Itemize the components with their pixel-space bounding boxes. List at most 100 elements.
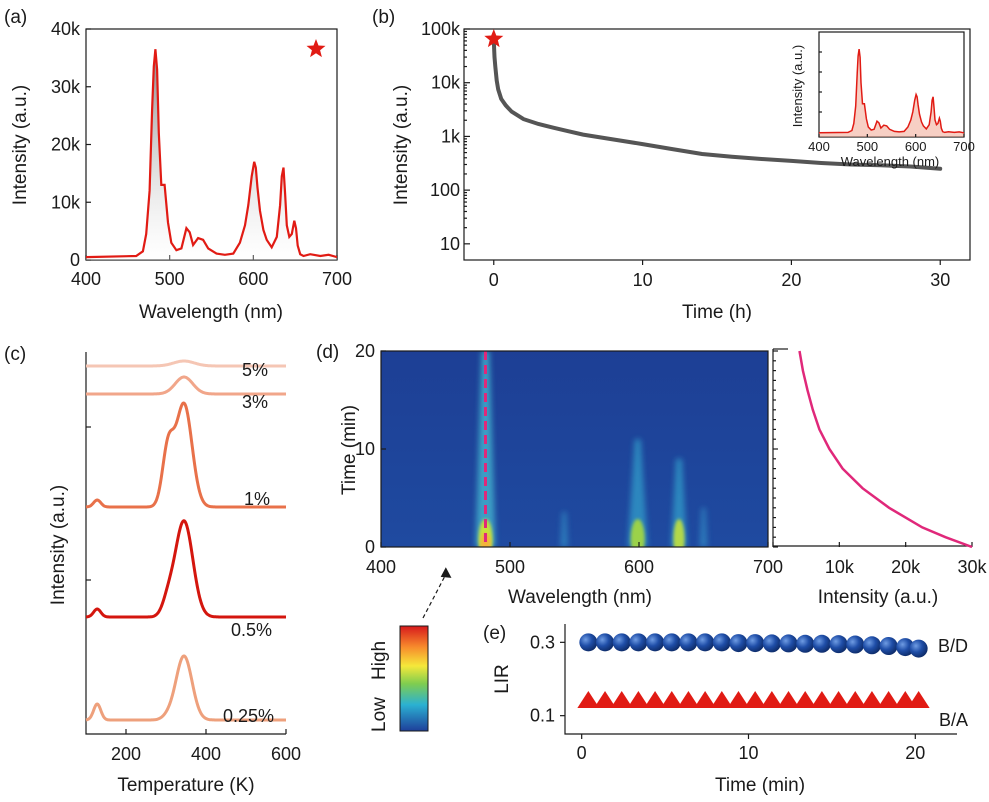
panel-e-xlabel: Time (min) bbox=[715, 775, 805, 796]
panel-a-ytick-label: 20k bbox=[51, 135, 81, 155]
series-label-0-5pct: 0.5% bbox=[231, 620, 272, 640]
panel-a-ytick-label: 40k bbox=[51, 19, 81, 39]
b-d-point bbox=[846, 635, 865, 654]
panel-c-axes bbox=[85, 352, 286, 735]
colorbar-pointer-line bbox=[422, 573, 447, 619]
b-a-point bbox=[644, 691, 667, 708]
panel-c-xlabel: Temperature (K) bbox=[117, 775, 254, 796]
b-d-point bbox=[829, 635, 848, 654]
b-d-point bbox=[679, 633, 698, 652]
b-d-point bbox=[646, 633, 665, 652]
series-label-0-25pct: 0.25% bbox=[223, 706, 274, 726]
side-plot-xtick-label: 20k bbox=[891, 557, 921, 577]
panel-a-star-marker bbox=[306, 39, 326, 58]
panel-b-xtick-label: 0 bbox=[489, 270, 499, 290]
colorbar-high-label: High bbox=[369, 641, 390, 680]
b-a-point bbox=[627, 691, 650, 708]
panel-b-ytick-label: 100 bbox=[430, 180, 460, 200]
panel-b-star-marker bbox=[484, 29, 504, 48]
panel-d-ytick-label: 10 bbox=[355, 439, 375, 459]
tl-curve-0-25pct bbox=[85, 654, 287, 722]
panel-e-points bbox=[577, 633, 930, 708]
side-plot-xtick-label: 10k bbox=[825, 557, 855, 577]
panel-e: (e) 0 10 20 0.1 0.3 B/D B/A Time (min) LIR bbox=[483, 623, 968, 796]
series-label-1pct: 1% bbox=[244, 489, 270, 509]
b-d-point bbox=[779, 634, 798, 653]
panel-e-ylabel: LIR bbox=[492, 664, 513, 694]
panel-c-xtick-label: 200 bbox=[111, 744, 141, 764]
inset-xlabel: Wavelength (nm) bbox=[841, 154, 940, 169]
panel-a-ylabel: Intensity (a.u.) bbox=[10, 85, 31, 205]
panel-a-ytick-label: 10k bbox=[51, 192, 81, 212]
panel-c-label: (c) bbox=[4, 344, 26, 365]
panel-a-ytick-label: 0 bbox=[70, 250, 80, 270]
b-a-point bbox=[694, 691, 717, 708]
panel-a-xlabel: Wavelength (nm) bbox=[139, 302, 283, 323]
series-label-5pct: 5% bbox=[242, 360, 268, 380]
b-d-point bbox=[862, 636, 881, 655]
panel-d-label: (d) bbox=[316, 342, 339, 363]
b-a-point bbox=[844, 691, 867, 708]
panel-e-xtick-label: 0 bbox=[577, 743, 587, 763]
panel-b-ytick-label: 1k bbox=[441, 126, 461, 146]
inset-ylabel: Intensity (a.u.) bbox=[790, 45, 805, 127]
inset-spectrum-line bbox=[818, 48, 965, 134]
panel-e-axes bbox=[564, 624, 957, 735]
tl-curve-1pct bbox=[85, 401, 287, 509]
heatmap-peak-542 bbox=[560, 511, 569, 547]
inset-xtick-label: 500 bbox=[856, 139, 878, 154]
b-d-point bbox=[909, 639, 928, 658]
panel-d-xlabel: Wavelength (nm) bbox=[508, 587, 652, 608]
b-d-point bbox=[879, 637, 898, 655]
heatmap bbox=[381, 351, 768, 547]
panel-b-inset: 400 500 600 700 Wavelength (nm) Intensity (… bbox=[790, 31, 975, 169]
panel-b-frame bbox=[463, 28, 971, 261]
panel-b-decay-curve bbox=[491, 38, 943, 171]
b-a-point bbox=[677, 691, 700, 708]
heatmap-peak-631 bbox=[670, 458, 687, 547]
b-d-point bbox=[762, 634, 781, 653]
side-plot-xlabel: Intensity (a.u.) bbox=[818, 587, 938, 608]
panel-b: (b) 0 10 20 30 10 100 1k 10k 100k 400 500 600 700 W… bbox=[372, 7, 975, 323]
b-d-point bbox=[729, 634, 748, 653]
panel-e-ytick-label: 0.3 bbox=[530, 632, 555, 652]
b-d-point bbox=[629, 633, 648, 652]
panel-a-ytick-label: 30k bbox=[51, 77, 81, 97]
inset-frame bbox=[818, 31, 965, 138]
panel-e-label: (e) bbox=[483, 623, 506, 644]
inset-xtick-label: 600 bbox=[905, 139, 927, 154]
inset-xtick-label: 400 bbox=[808, 139, 830, 154]
panel-a-xtick-label: 400 bbox=[71, 269, 101, 289]
heatmap-peak-core-631 bbox=[673, 519, 685, 547]
panel-d-ylabel: Time (min) bbox=[339, 405, 360, 495]
b-a-point bbox=[794, 691, 817, 708]
colorbar bbox=[399, 625, 429, 732]
panel-a-xtick-label: 500 bbox=[155, 269, 185, 289]
panel-b-xtick-label: 20 bbox=[781, 270, 801, 290]
side-plot-curve bbox=[798, 350, 973, 549]
panel-c: (c) 200 400 600 5% 3% 1% 0.5% 0.25% Temper… bbox=[4, 344, 301, 796]
b-d-point bbox=[596, 633, 615, 652]
b-a-point bbox=[577, 691, 600, 708]
b-a-point bbox=[660, 691, 683, 708]
series-label-3pct: 3% bbox=[242, 392, 268, 412]
b-d-point bbox=[712, 633, 731, 652]
b-a-point bbox=[877, 691, 900, 708]
panel-b-ytick-label: 10k bbox=[431, 73, 461, 93]
panel-a-label: (a) bbox=[4, 7, 27, 28]
b-a-point bbox=[727, 691, 750, 708]
panel-c-ylabel: Intensity (a.u.) bbox=[48, 485, 69, 605]
panel-d-xtick-label: 700 bbox=[753, 557, 783, 577]
panel-e-xtick-label: 10 bbox=[738, 743, 758, 763]
heatmap-peaks bbox=[475, 351, 708, 547]
inset-xtick-label: 700 bbox=[953, 139, 975, 154]
panel-a-xtick-label: 600 bbox=[238, 269, 268, 289]
panel-c-xtick-label: 400 bbox=[191, 744, 221, 764]
panel-d-ytick-label: 20 bbox=[355, 341, 375, 361]
panel-d-xtick-label: 400 bbox=[366, 557, 396, 577]
heatmap-background bbox=[381, 351, 768, 547]
b-a-point bbox=[760, 691, 783, 708]
b-a-point bbox=[744, 691, 767, 708]
b-d-point bbox=[696, 633, 715, 652]
